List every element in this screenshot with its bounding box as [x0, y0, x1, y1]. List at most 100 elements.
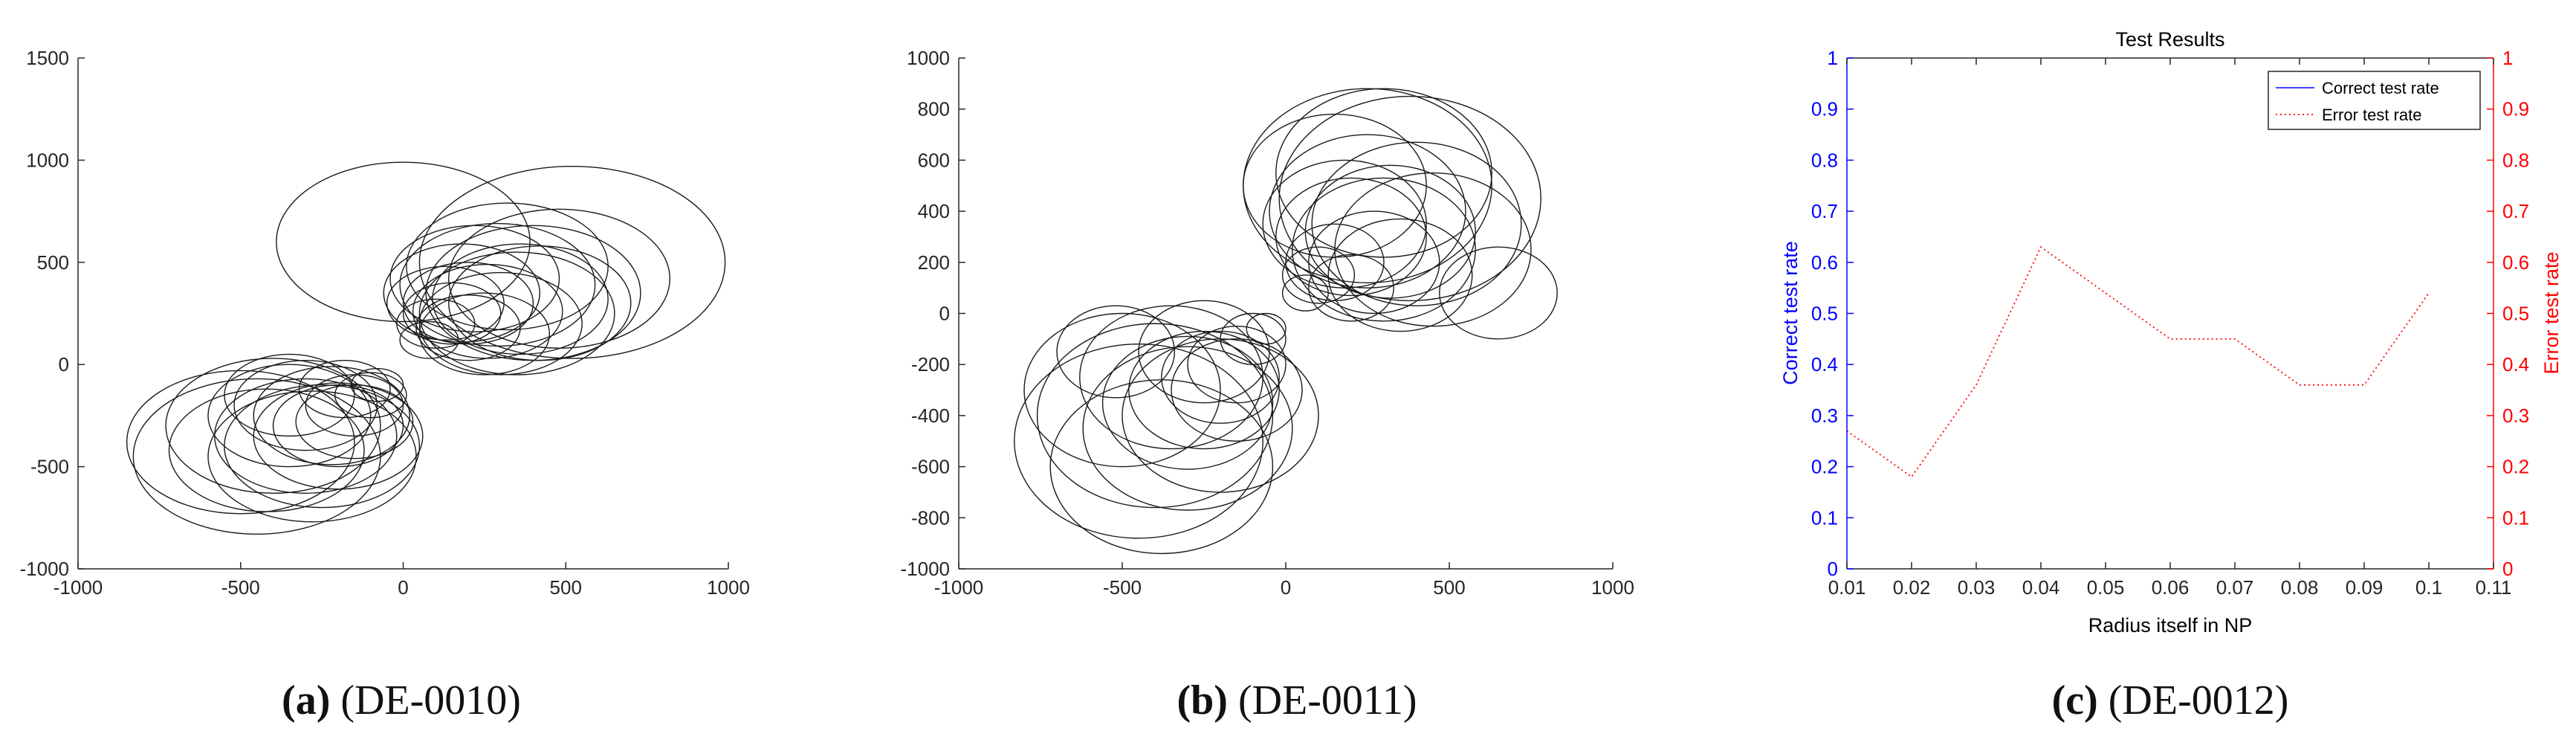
- panel-c-xtick-label-6: 0.07: [2216, 576, 2254, 599]
- panel-a-circle-12: [399, 320, 459, 359]
- panel-b-xtick-label-3: 500: [1433, 576, 1465, 599]
- panel-b-circle-2: [1275, 177, 1427, 297]
- panel-b-xtick-label-2: 0: [1281, 576, 1291, 599]
- panel-c-ytick-left-label-0: 0: [1828, 558, 1838, 580]
- panel-c-ytick-left-label-5: 0.5: [1811, 303, 1838, 325]
- panel-b-ytick-label-7: 400: [918, 200, 950, 222]
- panel-a-circle-16: [386, 265, 505, 341]
- panel-b-circle-4: [1285, 223, 1385, 302]
- panel-b-circle-26: [1082, 346, 1293, 511]
- panel-c-xtick-label-3: 0.04: [2022, 576, 2060, 599]
- panel-a-circle-35: [253, 366, 410, 465]
- panel-a-circle-22: [272, 384, 404, 468]
- panel-b-circle-12: [1439, 246, 1558, 340]
- panel-a-ytick-label-2: 0: [59, 353, 69, 376]
- caption-a-letter: (a): [282, 677, 330, 724]
- panel-b-circle-27: [1138, 300, 1270, 404]
- panel-c-ytick-left-label-2: 0.2: [1811, 456, 1838, 478]
- panel-c-ytick-left-label-7: 0.7: [1811, 200, 1838, 222]
- panel-a-ytick-label-0: -1000: [20, 558, 70, 580]
- panel-c-axes: 0.01 0.02 0.03 0.04 0.05 0.06 0.07 0.08 0.09 0.1 0…: [1811, 47, 2529, 599]
- panel-c-legend: Correct test rate Error test rate: [2268, 71, 2481, 130]
- caption-c-text: (DE-0012): [2098, 677, 2289, 724]
- panel-c-xtick-label-5: 0.06: [2152, 576, 2190, 599]
- panel-b-ytick-label-5: 0: [939, 303, 950, 325]
- panel-a-ytick-label-4: 1000: [26, 149, 69, 171]
- panel-a-circle-11: [448, 245, 632, 361]
- panel-c-ytick-left-label-1: 0.1: [1811, 506, 1838, 529]
- panel-b-circle-15: [1243, 113, 1427, 258]
- panel-a-circle-23: [207, 364, 372, 468]
- panel-b-circle-10: [1334, 172, 1532, 327]
- panel-a-circles: [126, 161, 726, 535]
- panel-a-circle-19: [432, 243, 609, 355]
- panel-a-circle-26: [165, 358, 381, 494]
- panel-c-ylabel-left: Correct test rate: [1779, 241, 1802, 385]
- panel-c-xlabel: Radius itself in NP: [2088, 614, 2253, 637]
- panel-a-circle-29: [253, 382, 424, 490]
- panel-c-xtick-label-0: 0.01: [1828, 576, 1866, 599]
- panel-c-ytick-right-label-10: 1: [2502, 47, 2513, 69]
- panel-b-circle-28: [1049, 379, 1274, 555]
- panel-b-circle-1: [1278, 95, 1541, 302]
- panel-c-ytick-left-label-4: 0.4: [1811, 353, 1838, 376]
- panel-a-xtick-label-0: -1000: [54, 576, 103, 599]
- panel-a-circle-32: [207, 390, 417, 523]
- panel-b-circle-33: [1161, 330, 1280, 424]
- panel-c-ytick-right-label-6: 0.6: [2502, 251, 2529, 274]
- panel-b-ytick-label-9: 800: [918, 98, 950, 120]
- panel-a-circle-36: [168, 388, 365, 512]
- panel-a-circle-6: [418, 271, 583, 376]
- panel-c-xtick-label-2: 0.03: [1958, 576, 1996, 599]
- panel-a-xtick-label-3: 500: [550, 576, 582, 599]
- panel-c-ytick-right-label-4: 0.4: [2502, 353, 2529, 376]
- panel-c-ytick-right-label-2: 0.2: [2502, 456, 2529, 478]
- panel-b-plot: -1000 -500 0 500 1000 -1000 -800 -600 -400 -200 0 2…: [901, 47, 1634, 599]
- panel-b-ytick-label-8: 600: [918, 149, 950, 171]
- panel-b-circle-7: [1269, 134, 1466, 289]
- panel-c-xtick-label-9: 0.1: [2415, 576, 2442, 599]
- panel-a-ytick-label-1: -500: [30, 456, 69, 478]
- panel-a-xtick-label-1: -500: [221, 576, 260, 599]
- panel-c-xtick-label-4: 0.05: [2087, 576, 2125, 599]
- panel-b-circle-31: [1101, 335, 1274, 470]
- panel-b-circle-20: [1128, 330, 1280, 450]
- panel-b-circle-23: [1122, 338, 1319, 493]
- panel-a-circle-10: [383, 243, 540, 343]
- panel-a-circle-0: [276, 161, 531, 323]
- panel-a-plot: -1000 -500 0 500 1000 -1000 -500 0 500 1000 1500: [20, 47, 750, 599]
- panel-c-plot: 0.01 0.02 0.03 0.04 0.05 0.06 0.07 0.08 0.09 0.1 0…: [1779, 28, 2563, 637]
- panel-c-xtick-label-7: 0.08: [2281, 576, 2319, 599]
- panel-a-ytick-label-5: 1500: [26, 47, 69, 69]
- legend-label-correct: Correct test rate: [2322, 79, 2439, 97]
- panel-c-title: Test Results: [2115, 28, 2224, 51]
- panel-b-xtick-label-4: 1000: [1591, 576, 1634, 599]
- panel-b-ytick-label-6: 200: [918, 251, 950, 274]
- panel-b-axes: -1000 -500 0 500 1000 -1000 -800 -600 -400 -200 0 2…: [901, 47, 1634, 599]
- panel-c-ytick-right-label-5: 0.5: [2502, 303, 2529, 325]
- panel-b-xtick-label-1: -500: [1103, 576, 1142, 599]
- panel-b-circle-18: [1014, 344, 1263, 539]
- panel-a-xtick-label-4: 1000: [707, 576, 750, 599]
- caption-b: (b) (DE-0011): [1177, 677, 1417, 724]
- panel-c-ytick-left-label-3: 0.3: [1811, 405, 1838, 427]
- panel-c-ytick-left-label-8: 0.8: [1811, 149, 1838, 171]
- panel-c-series: [1846, 245, 2430, 478]
- panel-c-plot-area: [1847, 58, 2494, 569]
- panel-b-circle-16: [1281, 274, 1329, 312]
- panel-b-xtick-label-0: -1000: [934, 576, 984, 599]
- legend-box: [2268, 71, 2481, 130]
- caption-c: (c) (DE-0012): [2052, 677, 2289, 724]
- panel-c-ytick-left-label-10: 1: [1828, 47, 1838, 69]
- panel-a-circle-14: [406, 202, 609, 331]
- panel-b-circle-24: [1023, 312, 1221, 468]
- caption-c-letter: (c): [2052, 677, 2098, 724]
- panel-c-ytick-right-label-3: 0.3: [2502, 405, 2529, 427]
- panel-a-circle-30: [126, 370, 355, 515]
- panel-c-xtick-label-8: 0.09: [2346, 576, 2384, 599]
- caption-b-letter: (b): [1177, 677, 1228, 724]
- panel-c-ytick-left-label-6: 0.6: [1811, 251, 1838, 274]
- panel-b-circle-30: [1056, 305, 1176, 399]
- panel-a-circle-31: [295, 384, 414, 460]
